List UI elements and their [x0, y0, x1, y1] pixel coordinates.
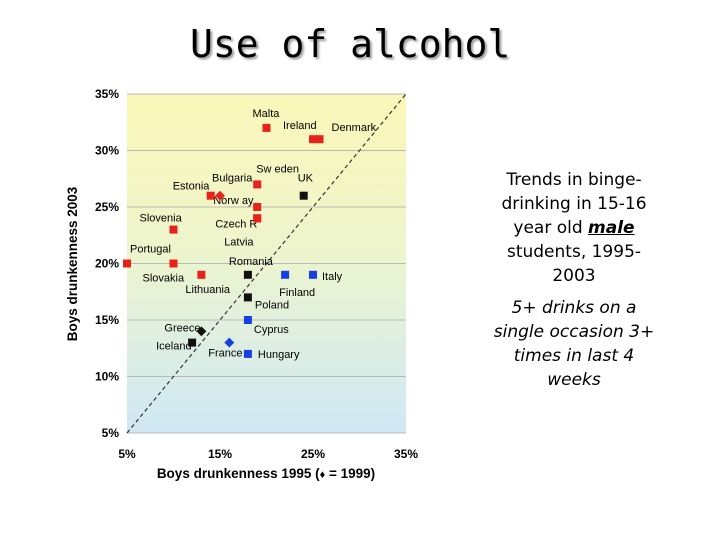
point-norw-ay: [253, 203, 262, 211]
point-label-norw-ay: Norw ay: [213, 195, 254, 207]
point-label-bulgaria: Bulgaria: [212, 173, 253, 185]
point-sw-eden: [253, 180, 262, 189]
point-bulgaria: [215, 190, 225, 201]
y-tick-label: 5%: [102, 426, 120, 440]
point-label-denmark: Denmark: [332, 122, 377, 134]
point-latvia: [253, 214, 262, 223]
point-label-slovenia: Slovenia: [140, 213, 183, 225]
point-slovenia: [169, 225, 178, 234]
point-label-sw-eden: Sw eden: [256, 163, 299, 175]
point-denmark: [315, 135, 324, 144]
point-label-france: France: [208, 348, 242, 360]
point-label-uk: UK: [298, 173, 314, 185]
point-label-latvia: Latvia: [224, 236, 254, 248]
point-label-poland: Poland: [255, 299, 289, 311]
point-label-finland: Finland: [279, 287, 315, 299]
point-label-portugal: Portugal: [130, 244, 171, 256]
point-label-slovakia: Slovakia: [143, 273, 185, 285]
point-hungary: [243, 349, 252, 358]
point-greece: [196, 326, 207, 337]
point-lithuania: [197, 270, 206, 279]
point-finland: [281, 270, 290, 279]
point-label-greece: Greece: [164, 322, 200, 334]
y-tick-label: 35%: [95, 87, 119, 101]
point-label-czech-r: Czech R: [215, 218, 257, 230]
point-label-hungary: Hungary: [258, 349, 300, 361]
point-label-ireland: Ireland: [283, 120, 317, 132]
y-axis-label: Boys drunkenness 2003: [65, 186, 80, 341]
point-malta: [262, 123, 271, 132]
point-italy: [309, 270, 317, 279]
y-tick-label: 30%: [95, 144, 119, 158]
point-label-iceland: Iceland: [156, 341, 191, 353]
x-tick-label: 5%: [118, 447, 136, 461]
point-estonia: [206, 191, 215, 200]
y-tick-label: 15%: [95, 313, 119, 327]
point-label-romania: Romania: [229, 256, 274, 268]
slide-title: Use of alcohol: [190, 22, 511, 66]
point-iceland: [188, 338, 197, 347]
point-poland: [243, 293, 252, 302]
point-ireland: [309, 135, 317, 144]
point-romania: [243, 270, 252, 279]
point-france: [224, 337, 235, 348]
point-cyprus: [243, 316, 252, 324]
x-axis-label-prefix: Boys drunkenness 1995 (: [157, 466, 320, 481]
x-tick-label: 25%: [301, 447, 325, 461]
y-tick-label: 20%: [95, 257, 119, 271]
y-tick-label: 25%: [95, 200, 119, 214]
x-tick-label: 15%: [208, 447, 232, 461]
point-uk: [299, 191, 308, 200]
x-axis-label: Boys drunkenness 1995 (♦ = 1999): [157, 466, 375, 481]
caption-suffix: students, 1995-2003: [506, 242, 642, 286]
y-tick-label: 10%: [95, 370, 119, 384]
caption: Trends in binge-drinking in 15-16 year o…: [488, 168, 660, 288]
point-portugal: [123, 259, 131, 268]
point-label-estonia: Estonia: [173, 181, 211, 193]
definition-text: 5+ drinks on a single occasion 3+ times …: [493, 298, 655, 390]
point-slovakia: [169, 259, 178, 268]
point-label-malta: Malta: [253, 108, 281, 120]
diamond-icon: ♦: [320, 469, 326, 481]
caption-prefix: Trends in binge-drinking in 15-16 year o…: [501, 170, 647, 238]
reference-diagonal: [126, 93, 407, 434]
point-label-italy: Italy: [322, 271, 343, 283]
point-label-lithuania: Lithuania: [185, 284, 231, 296]
caption-emphasis: male: [588, 218, 635, 238]
point-label-cyprus: Cyprus: [254, 324, 289, 336]
x-tick-label: 35%: [394, 447, 418, 461]
x-axis-label-suffix: = 1999): [325, 466, 375, 481]
